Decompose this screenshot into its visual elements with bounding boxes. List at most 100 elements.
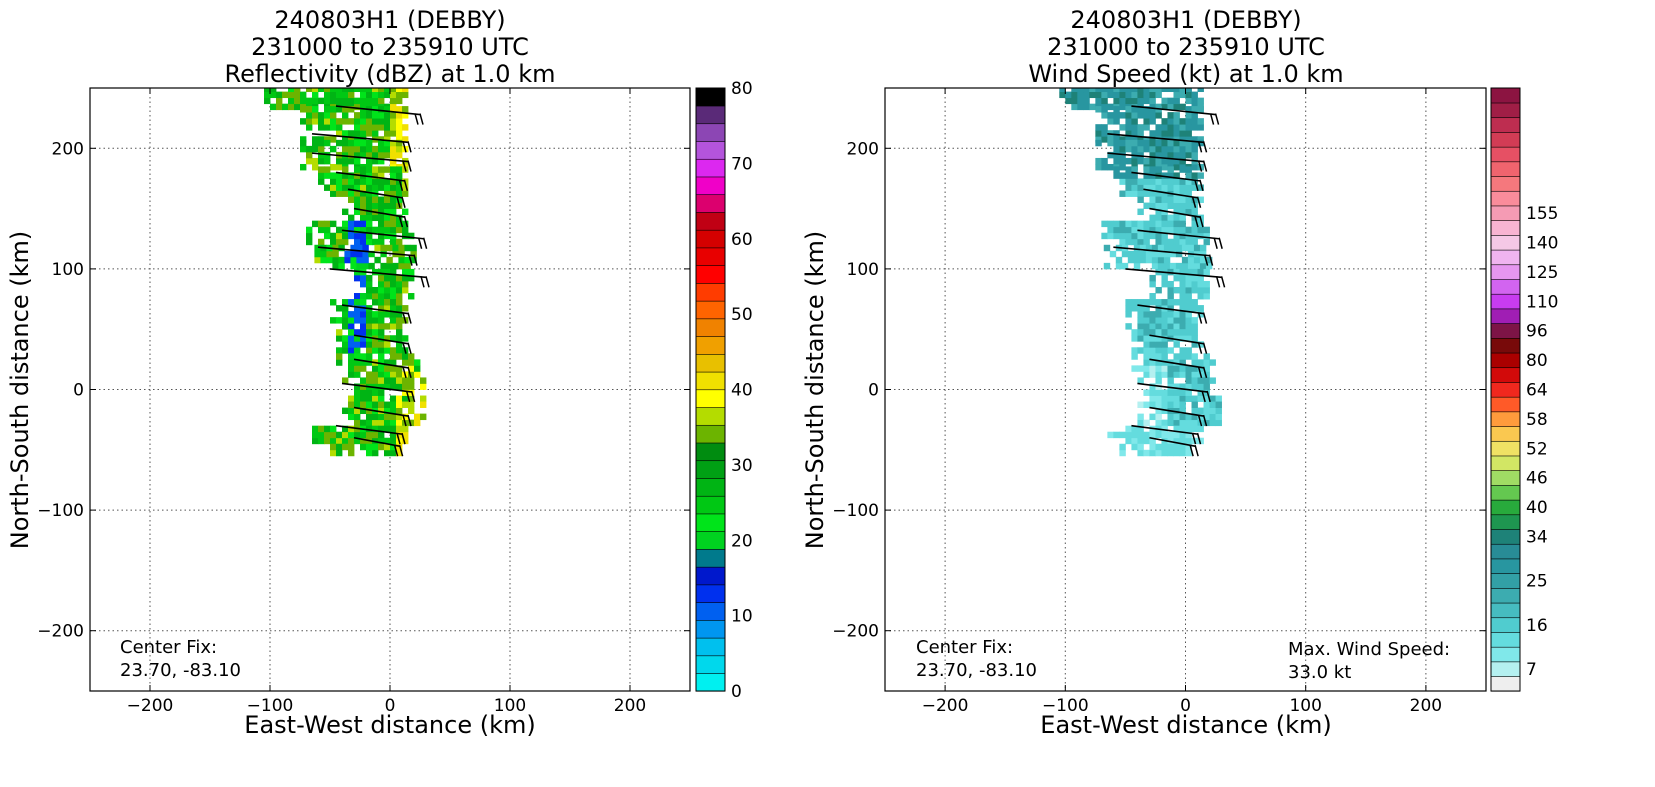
field-cell <box>1203 293 1210 300</box>
field-cell <box>360 401 367 408</box>
field-cell <box>318 172 325 179</box>
field-cell <box>1179 449 1186 457</box>
field-cell <box>1113 220 1120 228</box>
field-cell <box>1131 220 1138 228</box>
field-cell <box>1149 335 1156 342</box>
field-cell <box>342 145 349 153</box>
field-cell <box>1215 407 1222 415</box>
field-cell <box>1185 425 1192 433</box>
field-cell <box>1137 443 1144 451</box>
field-cell <box>372 377 379 384</box>
field-cell <box>420 413 427 421</box>
field-cell <box>384 232 391 240</box>
field-cell <box>324 232 331 240</box>
field-cell <box>1191 91 1198 99</box>
field-cell <box>1191 401 1198 408</box>
colorbar-bin <box>695 300 726 320</box>
field-cell <box>1139 250 1147 258</box>
field-cell <box>1197 407 1204 415</box>
field-cell <box>1143 184 1150 191</box>
field-cell <box>348 91 355 99</box>
field-cell <box>342 323 349 330</box>
field-cell <box>1173 220 1180 228</box>
field-cell <box>1185 124 1192 131</box>
field-cell <box>1131 118 1138 125</box>
colorbar-tick-label: 80 <box>731 79 753 99</box>
field-cell <box>1197 413 1204 421</box>
field-cell <box>366 190 373 197</box>
field-cell <box>318 145 325 153</box>
field-cell <box>1173 437 1180 445</box>
field-cell <box>350 250 357 258</box>
field-cell <box>318 157 325 165</box>
wind-barb-staff <box>353 406 409 417</box>
y-tick-label: 0 <box>868 381 879 401</box>
field-cell <box>396 341 403 348</box>
field-cell <box>366 91 373 99</box>
wind-barb-flag <box>407 342 412 354</box>
field-cell <box>402 112 409 119</box>
field-cell <box>1143 317 1150 324</box>
field-cell <box>384 437 391 445</box>
field-cell <box>1179 184 1186 191</box>
field-cell <box>1161 329 1168 336</box>
field-cell <box>336 184 343 191</box>
field-cell <box>1167 329 1174 336</box>
field-cell <box>396 118 403 125</box>
field-cell <box>1155 91 1162 99</box>
wind-barb-flag <box>1202 141 1208 153</box>
field-cell <box>1155 329 1162 336</box>
field-cell <box>384 341 391 348</box>
field-cell <box>410 250 417 258</box>
field-cell <box>360 377 367 384</box>
field-cell <box>1205 256 1213 264</box>
field-cell <box>354 124 361 131</box>
field-cell <box>408 359 415 366</box>
field-cell <box>270 103 277 111</box>
field-cell <box>306 124 313 131</box>
field-cell <box>342 157 349 165</box>
field-cell <box>348 196 355 203</box>
field-cell <box>1173 401 1180 408</box>
colorbar-bin <box>695 513 726 532</box>
colorbar-bin <box>695 406 726 426</box>
field-cell <box>402 335 409 342</box>
field-cell <box>342 178 349 185</box>
field-cell <box>366 172 373 179</box>
field-cell <box>1149 157 1156 165</box>
field-cell <box>1167 97 1174 105</box>
field-cell <box>1155 112 1162 119</box>
field-cell <box>372 317 379 324</box>
field-cell <box>378 365 385 372</box>
field-cell <box>354 88 361 93</box>
field-cell <box>1167 184 1174 191</box>
field-cell <box>1155 371 1162 378</box>
field-cell <box>1173 353 1180 360</box>
field-cell <box>378 413 385 421</box>
field-cell <box>1209 407 1216 415</box>
field-cell <box>338 256 345 264</box>
field-cell <box>1137 449 1144 457</box>
field-cell <box>1125 311 1132 318</box>
field-cell <box>1161 371 1168 378</box>
colorbar-bin <box>1490 367 1521 383</box>
field-cell <box>1137 347 1144 354</box>
field-cell <box>1197 437 1204 445</box>
field-cell <box>1185 88 1192 93</box>
field-cell <box>1137 232 1144 240</box>
field-cell <box>378 323 385 330</box>
field-cell <box>1167 413 1174 421</box>
wind-barb-staff <box>329 268 427 279</box>
wind-barb-staff <box>341 382 412 393</box>
field-cell <box>1179 323 1186 330</box>
field-cell <box>384 311 391 318</box>
wind-barb-staff <box>1113 246 1210 257</box>
field-cell <box>384 139 391 147</box>
field-cell <box>1161 184 1168 191</box>
field-cell <box>366 151 373 159</box>
field-cell <box>264 91 271 99</box>
field-cell <box>1197 184 1204 191</box>
field-cell <box>1137 145 1144 153</box>
field-cell <box>360 443 367 451</box>
field-cell <box>378 157 385 165</box>
